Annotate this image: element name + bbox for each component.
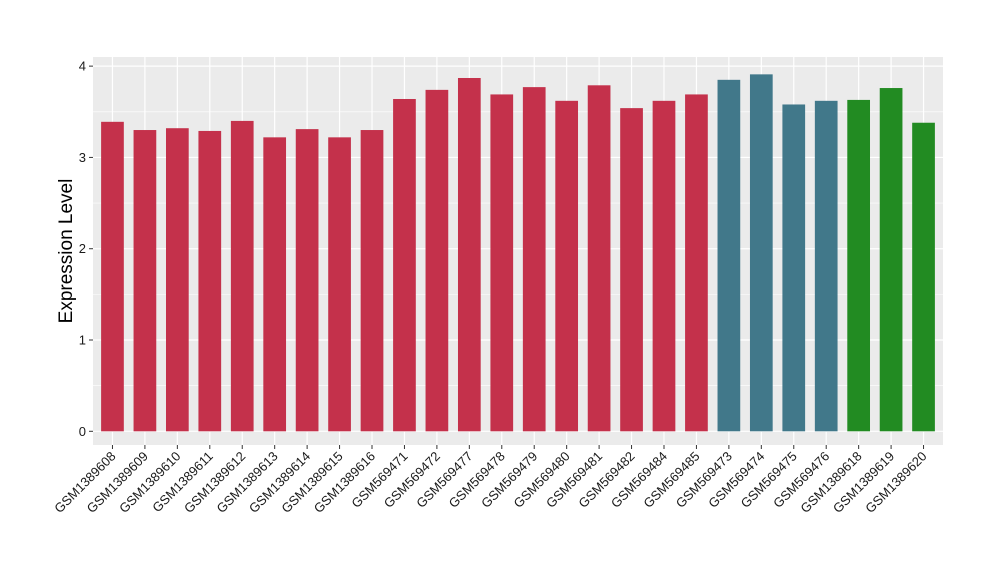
bars	[101, 74, 935, 432]
y-tick-label: 0	[79, 424, 86, 439]
x-axis: GSM1389608GSM1389609GSM1389610GSM1389611…	[51, 445, 930, 516]
bar-GSM569471	[393, 98, 416, 432]
bar-GSM1389610	[165, 128, 189, 432]
y-tick-label: 3	[79, 150, 86, 165]
bar-GSM569474	[749, 74, 773, 432]
bar-GSM569475	[782, 104, 806, 432]
y-axis-title: Expression Level	[56, 179, 77, 324]
bar-GSM1389609	[133, 130, 157, 432]
bar-GSM1389612	[230, 120, 254, 432]
bar-GSM569485	[685, 94, 708, 432]
bar-GSM1389613	[263, 137, 287, 432]
bar-GSM569482	[620, 108, 643, 432]
bar-GSM1389608	[101, 121, 124, 432]
bar-GSM569484	[652, 100, 676, 432]
bar-GSM569479	[522, 87, 546, 432]
bar-GSM569472	[425, 89, 449, 432]
bar-GSM569477	[457, 77, 481, 432]
bar-GSM569476	[814, 100, 838, 432]
bar-GSM569481	[587, 85, 611, 432]
bar-GSM1389618	[847, 99, 871, 432]
y-tick-label: 4	[79, 59, 86, 74]
y-tick-label: 2	[79, 241, 86, 256]
bar-GSM1389620	[912, 122, 935, 432]
bar-GSM1389614	[295, 129, 319, 432]
y-tick-label: 1	[79, 333, 86, 348]
bar-GSM1389616	[360, 130, 384, 432]
bar-GSM1389619	[879, 88, 903, 432]
y-axis: 0 1 2 3 4	[79, 59, 93, 439]
bar-GSM569473	[717, 79, 741, 432]
bar-GSM569478	[490, 94, 514, 432]
bar-GSM1389615	[328, 137, 351, 432]
bar-GSM569480	[555, 100, 579, 432]
bar-GSM1389611	[198, 130, 222, 432]
